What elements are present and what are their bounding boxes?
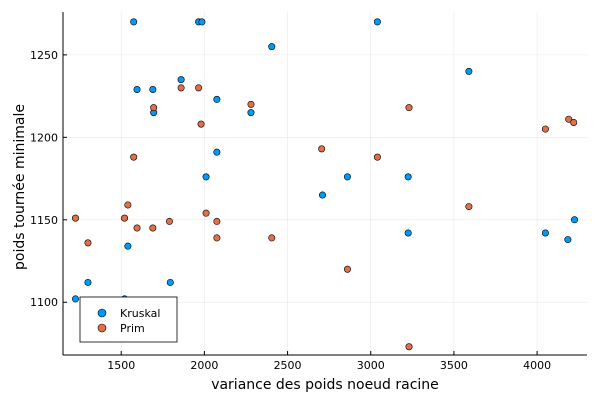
prim-point xyxy=(130,153,138,161)
kruskal-point xyxy=(133,86,141,94)
y-tick-label: 1250 xyxy=(30,49,58,62)
legend-marker-prim xyxy=(97,323,107,333)
kruskal-point xyxy=(71,295,79,303)
prim-point xyxy=(121,214,129,222)
prim-point xyxy=(149,224,157,232)
prim-point xyxy=(565,115,573,123)
kruskal-point xyxy=(213,148,221,156)
kruskal-point xyxy=(149,86,157,94)
kruskal-point xyxy=(202,173,210,181)
x-tick-label: 3000 xyxy=(357,359,385,372)
y-tick-label: 1200 xyxy=(30,131,58,144)
prim-point xyxy=(343,265,351,273)
prim-point xyxy=(541,125,549,133)
prim-point xyxy=(373,153,381,161)
prim-point xyxy=(465,203,473,211)
prim-point xyxy=(84,239,92,247)
axes xyxy=(62,12,587,356)
legend-label-prim: Prim xyxy=(120,322,145,335)
kruskal-point xyxy=(213,95,221,103)
prim-point xyxy=(213,234,221,242)
y-tick-label: 1100 xyxy=(30,296,58,309)
prim-point xyxy=(197,120,205,128)
kruskal-point xyxy=(373,18,381,26)
kruskal-point xyxy=(319,191,327,199)
prim-point xyxy=(213,217,221,225)
data-points xyxy=(71,18,579,351)
kruskal-point xyxy=(404,229,412,237)
prim-point xyxy=(268,234,276,242)
prim-point xyxy=(570,118,578,126)
kruskal-point xyxy=(564,236,572,244)
prim-point xyxy=(405,104,413,112)
y-tick-label: 1150 xyxy=(30,214,58,227)
kruskal-point xyxy=(541,229,549,237)
kruskal-point xyxy=(268,43,276,51)
kruskal-point xyxy=(124,242,132,250)
prim-point xyxy=(177,84,185,92)
prim-point xyxy=(195,84,203,92)
prim-point xyxy=(202,209,210,217)
kruskal-point xyxy=(166,278,174,286)
kruskal-point xyxy=(404,173,412,181)
prim-point xyxy=(150,104,158,112)
kruskal-point xyxy=(465,67,473,75)
x-tick-label: 3500 xyxy=(440,359,468,372)
x-tick-label: 1500 xyxy=(107,359,135,372)
x-tick-label: 4000 xyxy=(523,359,551,372)
prim-point xyxy=(405,343,413,351)
legend-label-kruskal: Kruskal xyxy=(120,307,160,320)
prim-point xyxy=(133,224,141,232)
x-tick-label: 2000 xyxy=(190,359,218,372)
prim-point xyxy=(124,201,132,209)
prim-point xyxy=(247,100,255,108)
y-axis-label: poids tournée minimale xyxy=(12,104,28,270)
x-axis-label: variance des poids noeud racine xyxy=(211,377,439,393)
prim-point xyxy=(318,145,326,153)
x-axis-ticks: 1500 2000 2500 3000 3500 4000 xyxy=(107,351,551,372)
prim-point xyxy=(71,214,79,222)
kruskal-point xyxy=(130,18,138,26)
legend-marker-kruskal xyxy=(97,308,107,318)
kruskal-point xyxy=(198,18,206,26)
x-tick-label: 2500 xyxy=(274,359,302,372)
legend-box xyxy=(79,296,178,343)
kruskal-point xyxy=(177,76,185,84)
grid-lines xyxy=(63,12,587,355)
kruskal-point xyxy=(247,109,255,117)
kruskal-point xyxy=(571,216,579,224)
y-axis-ticks: 1100 1150 1200 1250 xyxy=(30,49,67,309)
legend: Kruskal Prim xyxy=(79,296,178,343)
kruskal-point xyxy=(84,278,92,286)
kruskal-point xyxy=(343,173,351,181)
prim-point xyxy=(165,217,173,225)
